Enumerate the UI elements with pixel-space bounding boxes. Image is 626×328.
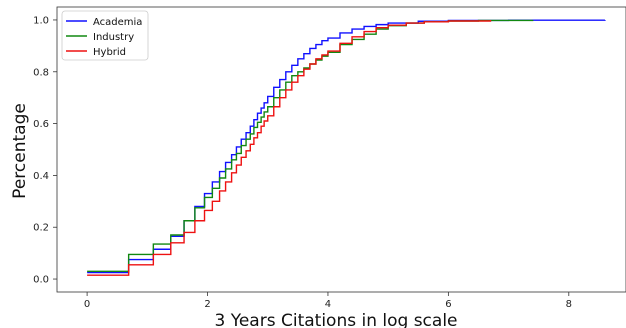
x-tick-label: 0 xyxy=(84,299,90,310)
y-tick-label: 0.2 xyxy=(33,223,49,234)
plot-area: 0 2 4 6 8 0.0 0.2 0.4 0.6 0.8 1.0 xyxy=(33,6,626,310)
legend-label-industry: Industry xyxy=(93,32,134,43)
legend-label-academia: Academia xyxy=(93,17,142,28)
y-tick-label: 1.0 xyxy=(33,15,49,26)
y-tick-label: 0.8 xyxy=(33,67,49,78)
x-axis-ticks: 0 2 4 6 8 xyxy=(84,292,572,310)
legend-label-hybrid: Hybrid xyxy=(93,47,126,58)
series-line-academia xyxy=(87,19,606,274)
y-tick-label: 0.4 xyxy=(33,171,49,182)
legend-box xyxy=(61,10,149,61)
series-layer xyxy=(87,19,606,276)
legend: Academia Industry Hybrid xyxy=(61,10,149,61)
series-line-hybrid xyxy=(87,19,492,276)
x-tick-label: 8 xyxy=(566,299,572,310)
x-tick-label: 6 xyxy=(445,299,451,310)
x-tick-label: 2 xyxy=(204,299,210,310)
plot-frame xyxy=(56,6,626,293)
y-axis-title: Percentage xyxy=(10,103,30,199)
x-axis-title: 3 Years Citations in log scale xyxy=(215,311,458,328)
x-tick-label: 4 xyxy=(325,299,331,310)
y-axis-ticks: 0.0 0.2 0.4 0.6 0.8 1.0 xyxy=(33,15,57,286)
y-tick-label: 0.6 xyxy=(33,119,49,130)
y-tick-label: 0.0 xyxy=(33,275,49,286)
